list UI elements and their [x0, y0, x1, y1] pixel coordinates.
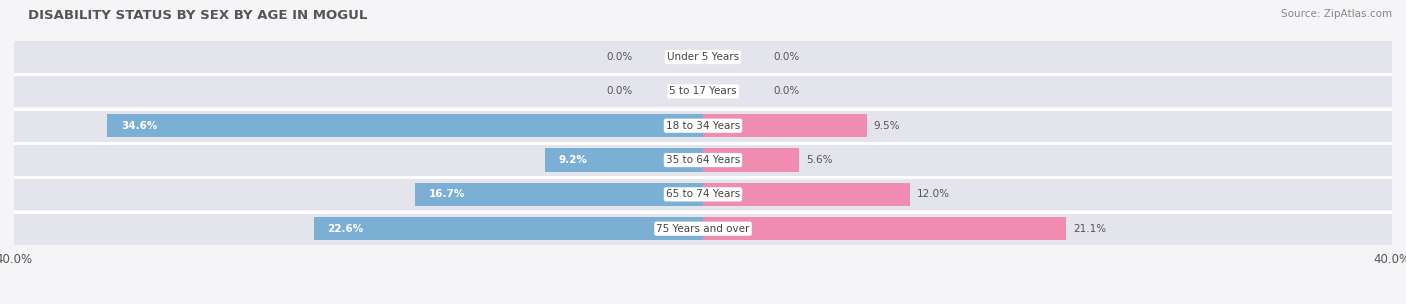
Text: 0.0%: 0.0% [606, 52, 633, 62]
Text: 65 to 74 Years: 65 to 74 Years [666, 189, 740, 199]
Bar [14, 178, 703, 210]
Text: 0.0%: 0.0% [773, 52, 800, 62]
Text: 22.6%: 22.6% [328, 224, 364, 234]
Text: 75 Years and over: 75 Years and over [657, 224, 749, 234]
Bar [544, 148, 703, 172]
Bar [415, 183, 703, 206]
Text: 18 to 34 Years: 18 to 34 Years [666, 121, 740, 131]
Bar [703, 178, 1392, 210]
Bar [703, 213, 1392, 245]
Text: 16.7%: 16.7% [429, 189, 465, 199]
Text: 0.0%: 0.0% [773, 86, 800, 96]
Bar [703, 217, 1066, 240]
Bar [107, 114, 703, 137]
Bar [314, 217, 703, 240]
Text: 9.5%: 9.5% [873, 121, 900, 131]
Bar [14, 144, 703, 176]
Bar [703, 110, 1392, 142]
Text: 5.6%: 5.6% [807, 155, 832, 165]
Bar [14, 110, 703, 142]
Bar [703, 75, 1392, 107]
Bar [14, 75, 703, 107]
Bar [703, 144, 1392, 176]
Text: 34.6%: 34.6% [121, 121, 157, 131]
Text: 5 to 17 Years: 5 to 17 Years [669, 86, 737, 96]
Bar [703, 148, 800, 172]
Bar [703, 114, 866, 137]
Text: 0.0%: 0.0% [606, 86, 633, 96]
Text: 12.0%: 12.0% [917, 189, 949, 199]
Text: 21.1%: 21.1% [1073, 224, 1107, 234]
Bar [14, 213, 703, 245]
Text: 9.2%: 9.2% [558, 155, 588, 165]
Text: Source: ZipAtlas.com: Source: ZipAtlas.com [1281, 9, 1392, 19]
Bar [703, 183, 910, 206]
Text: DISABILITY STATUS BY SEX BY AGE IN MOGUL: DISABILITY STATUS BY SEX BY AGE IN MOGUL [28, 9, 367, 22]
Bar [14, 41, 703, 73]
Text: Under 5 Years: Under 5 Years [666, 52, 740, 62]
Bar [703, 41, 1392, 73]
Text: 35 to 64 Years: 35 to 64 Years [666, 155, 740, 165]
